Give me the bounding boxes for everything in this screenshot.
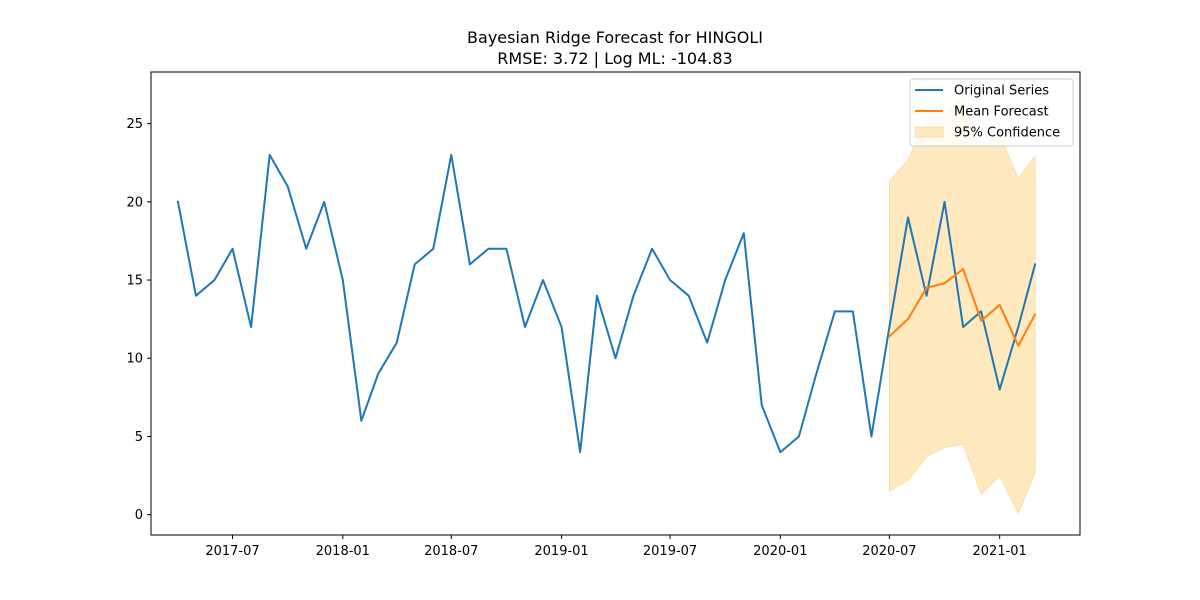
- y-tick-label: 5: [135, 430, 143, 445]
- legend-confidence-label: 95% Confidence: [954, 126, 1060, 141]
- x-tick-label: 2017-07: [205, 544, 259, 559]
- legend-box: [909, 78, 1074, 147]
- legend-mean-forecast-label: Mean Forecast: [954, 105, 1049, 120]
- x-axis: 2017-07 2018-01 2018-07 2019-01 2019-07 2020-…: [205, 535, 1027, 559]
- legend: Original Series Mean Forecast 95% Confiden…: [909, 78, 1074, 147]
- x-tick-label: 2019-07: [643, 544, 697, 559]
- y-tick-label: 10: [126, 352, 143, 367]
- x-tick-label: 2020-07: [862, 544, 916, 559]
- y-tick-label: 0: [135, 508, 143, 523]
- chart-subtitle: RMSE: 3.72 | Log ML: -104.83: [497, 49, 732, 68]
- y-tick-label: 15: [126, 274, 143, 289]
- legend-original-series-label: Original Series: [954, 84, 1049, 99]
- plot-frame: [150, 71, 1081, 536]
- x-tick-label: 2018-07: [424, 544, 478, 559]
- mean-forecast-line: [887, 268, 1037, 347]
- y-tick-label: 20: [126, 195, 143, 210]
- y-axis: 0 5 10 15 20 25: [126, 117, 151, 523]
- x-tick-label: 2021-01: [973, 544, 1027, 559]
- x-tick-label: 2018-01: [316, 544, 370, 559]
- y-tick-label: 25: [126, 117, 143, 132]
- legend-confidence-swatch: [914, 126, 944, 138]
- x-tick-label: 2019-01: [534, 544, 588, 559]
- series-layer: [176, 153, 1037, 454]
- original-series-line: [176, 153, 1037, 454]
- chart-title: Bayesian Ridge Forecast for HINGOLI: [467, 28, 763, 47]
- x-tick-label: 2020-01: [753, 544, 807, 559]
